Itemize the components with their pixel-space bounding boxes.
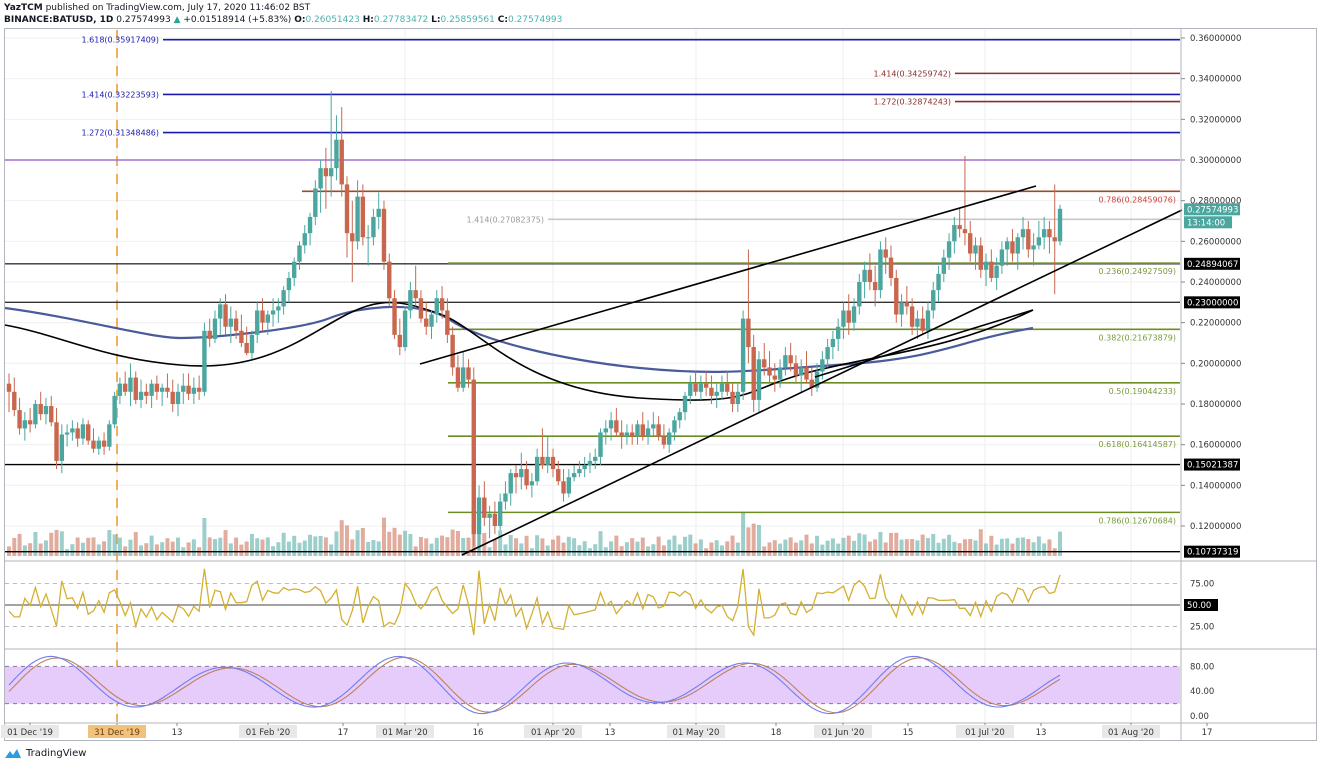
svg-text:0.32000000: 0.32000000 [1190, 115, 1241, 125]
svg-text:25.00: 25.00 [1190, 623, 1214, 633]
triangle-up-icon: ▲ [173, 15, 181, 25]
svg-text:31 Dec '19: 31 Dec '19 [94, 728, 140, 738]
brand-label: TradingView [26, 748, 87, 759]
svg-text:13:14:00: 13:14:00 [1187, 218, 1225, 228]
svg-text:50.00: 50.00 [1187, 601, 1211, 611]
svg-text:40.00: 40.00 [1190, 687, 1214, 697]
svg-text:0.786(0.12670684): 0.786(0.12670684) [1099, 516, 1177, 525]
moving-averages [4, 301, 1034, 401]
svg-text:0.5(0.19044233): 0.5(0.19044233) [1109, 387, 1176, 396]
candles [6, 90, 1063, 551]
svg-text:0.00: 0.00 [1190, 712, 1209, 722]
svg-text:0.16000000: 0.16000000 [1190, 441, 1241, 451]
svg-text:0.382(0.21673879): 0.382(0.21673879) [1099, 333, 1177, 342]
svg-text:0.23000000: 0.23000000 [1187, 298, 1238, 308]
svg-text:0.10737319: 0.10737319 [1187, 548, 1238, 558]
publisher-name[interactable]: YazTCM [4, 3, 43, 13]
close-label: C: [497, 15, 508, 25]
svg-text:1.414(0.33223593): 1.414(0.33223593) [82, 90, 160, 99]
high-label: H: [362, 15, 374, 25]
svg-text:0.236(0.24927509): 0.236(0.24927509) [1099, 267, 1177, 276]
time-axis[interactable]: 01 Dec '19 31 Dec '19 13 01 Feb '20 17 01 Mar… [1, 722, 1317, 738]
svg-text:1.618(0.35917409): 1.618(0.35917409) [82, 36, 160, 45]
svg-text:0.15021387: 0.15021387 [1187, 461, 1238, 471]
volume-bars [7, 481, 1062, 556]
svg-text:0.27574993: 0.27574993 [1187, 205, 1238, 215]
svg-text:13: 13 [605, 728, 616, 738]
svg-text:0.22000000: 0.22000000 [1190, 319, 1241, 329]
svg-text:0.30000000: 0.30000000 [1190, 156, 1241, 166]
svg-text:01 Feb '20: 01 Feb '20 [246, 728, 290, 738]
stoch-rsi-pane: 80.00 40.00 0.00 [5, 648, 1317, 722]
svg-text:13: 13 [1036, 728, 1047, 738]
svg-text:13: 13 [172, 728, 183, 738]
svg-text:0.24894067: 0.24894067 [1187, 260, 1238, 270]
svg-text:17: 17 [338, 728, 349, 738]
svg-text:01 Mar '20: 01 Mar '20 [382, 728, 427, 738]
svg-text:01 Jul '20: 01 Jul '20 [965, 728, 1005, 738]
grid [5, 30, 1180, 722]
low-value: 0.25859561 [440, 15, 495, 25]
svg-text:0.786(0.28459076): 0.786(0.28459076) [1099, 195, 1177, 204]
svg-text:18: 18 [771, 728, 782, 738]
svg-text:0.20000000: 0.20000000 [1190, 359, 1241, 369]
tradingview-logo[interactable]: TradingView [4, 748, 86, 759]
svg-text:01 Dec '19: 01 Dec '19 [7, 728, 53, 738]
svg-text:1.414(0.27082375): 1.414(0.27082375) [467, 215, 545, 224]
svg-text:0.618(0.16414587): 0.618(0.16414587) [1099, 440, 1177, 449]
svg-text:0.36000000: 0.36000000 [1190, 34, 1241, 44]
svg-text:17: 17 [1202, 728, 1213, 738]
svg-text:1.414(0.34259742): 1.414(0.34259742) [874, 69, 952, 78]
svg-text:15: 15 [903, 728, 914, 738]
close-value: 0.27574993 [507, 15, 563, 25]
svg-text:16: 16 [473, 728, 484, 738]
price-axis[interactable]: 0.36000000 0.34000000 0.32000000 0.30000000… [1180, 28, 1241, 741]
chart-frame [4, 28, 1317, 741]
published-text: published on TradingView.com, July 17, 2… [45, 3, 311, 13]
tradingview-logo-icon [5, 749, 21, 758]
open-value: 0.26051423 [305, 15, 360, 25]
svg-text:1.272(0.32874243): 1.272(0.32874243) [874, 98, 952, 107]
price-change: +0.01518914 (+5.83%) [183, 15, 292, 25]
svg-text:01 Aug '20: 01 Aug '20 [1108, 728, 1154, 738]
svg-text:75.00: 75.00 [1190, 580, 1214, 590]
svg-text:0.14000000: 0.14000000 [1190, 481, 1241, 491]
low-label: L: [431, 15, 441, 25]
symbol-label: BINANCE:BATUSD, 1D [4, 15, 114, 25]
svg-text:0.34000000: 0.34000000 [1190, 75, 1241, 85]
open-label: O: [294, 15, 306, 25]
svg-text:1.272(0.31348486): 1.272(0.31348486) [82, 129, 160, 138]
svg-text:01 Jun '20: 01 Jun '20 [822, 728, 865, 738]
svg-text:0.26000000: 0.26000000 [1190, 237, 1241, 247]
high-value: 0.27783472 [373, 15, 429, 25]
last-price: 0.27574993 [116, 15, 171, 25]
svg-text:80.00: 80.00 [1190, 662, 1214, 672]
svg-text:01 Apr '20: 01 Apr '20 [531, 728, 575, 738]
rsi-pane: 75.00 25.00 50.00 [5, 560, 1317, 638]
svg-text:01 May '20: 01 May '20 [673, 728, 720, 738]
svg-text:0.18000000: 0.18000000 [1190, 400, 1241, 410]
svg-text:0.28000000: 0.28000000 [1190, 197, 1241, 207]
symbol-legend: BINANCE:BATUSD, 1D 0.27574993 ▲ +0.01518… [4, 15, 562, 25]
fib-extension-levels[interactable]: 1.618(0.35917409) 1.414(0.33223593) 1.272(… [82, 36, 1181, 526]
publisher-line: YazTCM published on TradingView.com, Jul… [4, 3, 310, 13]
trendlines[interactable] [419, 185, 1183, 556]
svg-text:0.12000000: 0.12000000 [1190, 522, 1241, 532]
svg-text:0.24000000: 0.24000000 [1190, 278, 1241, 288]
